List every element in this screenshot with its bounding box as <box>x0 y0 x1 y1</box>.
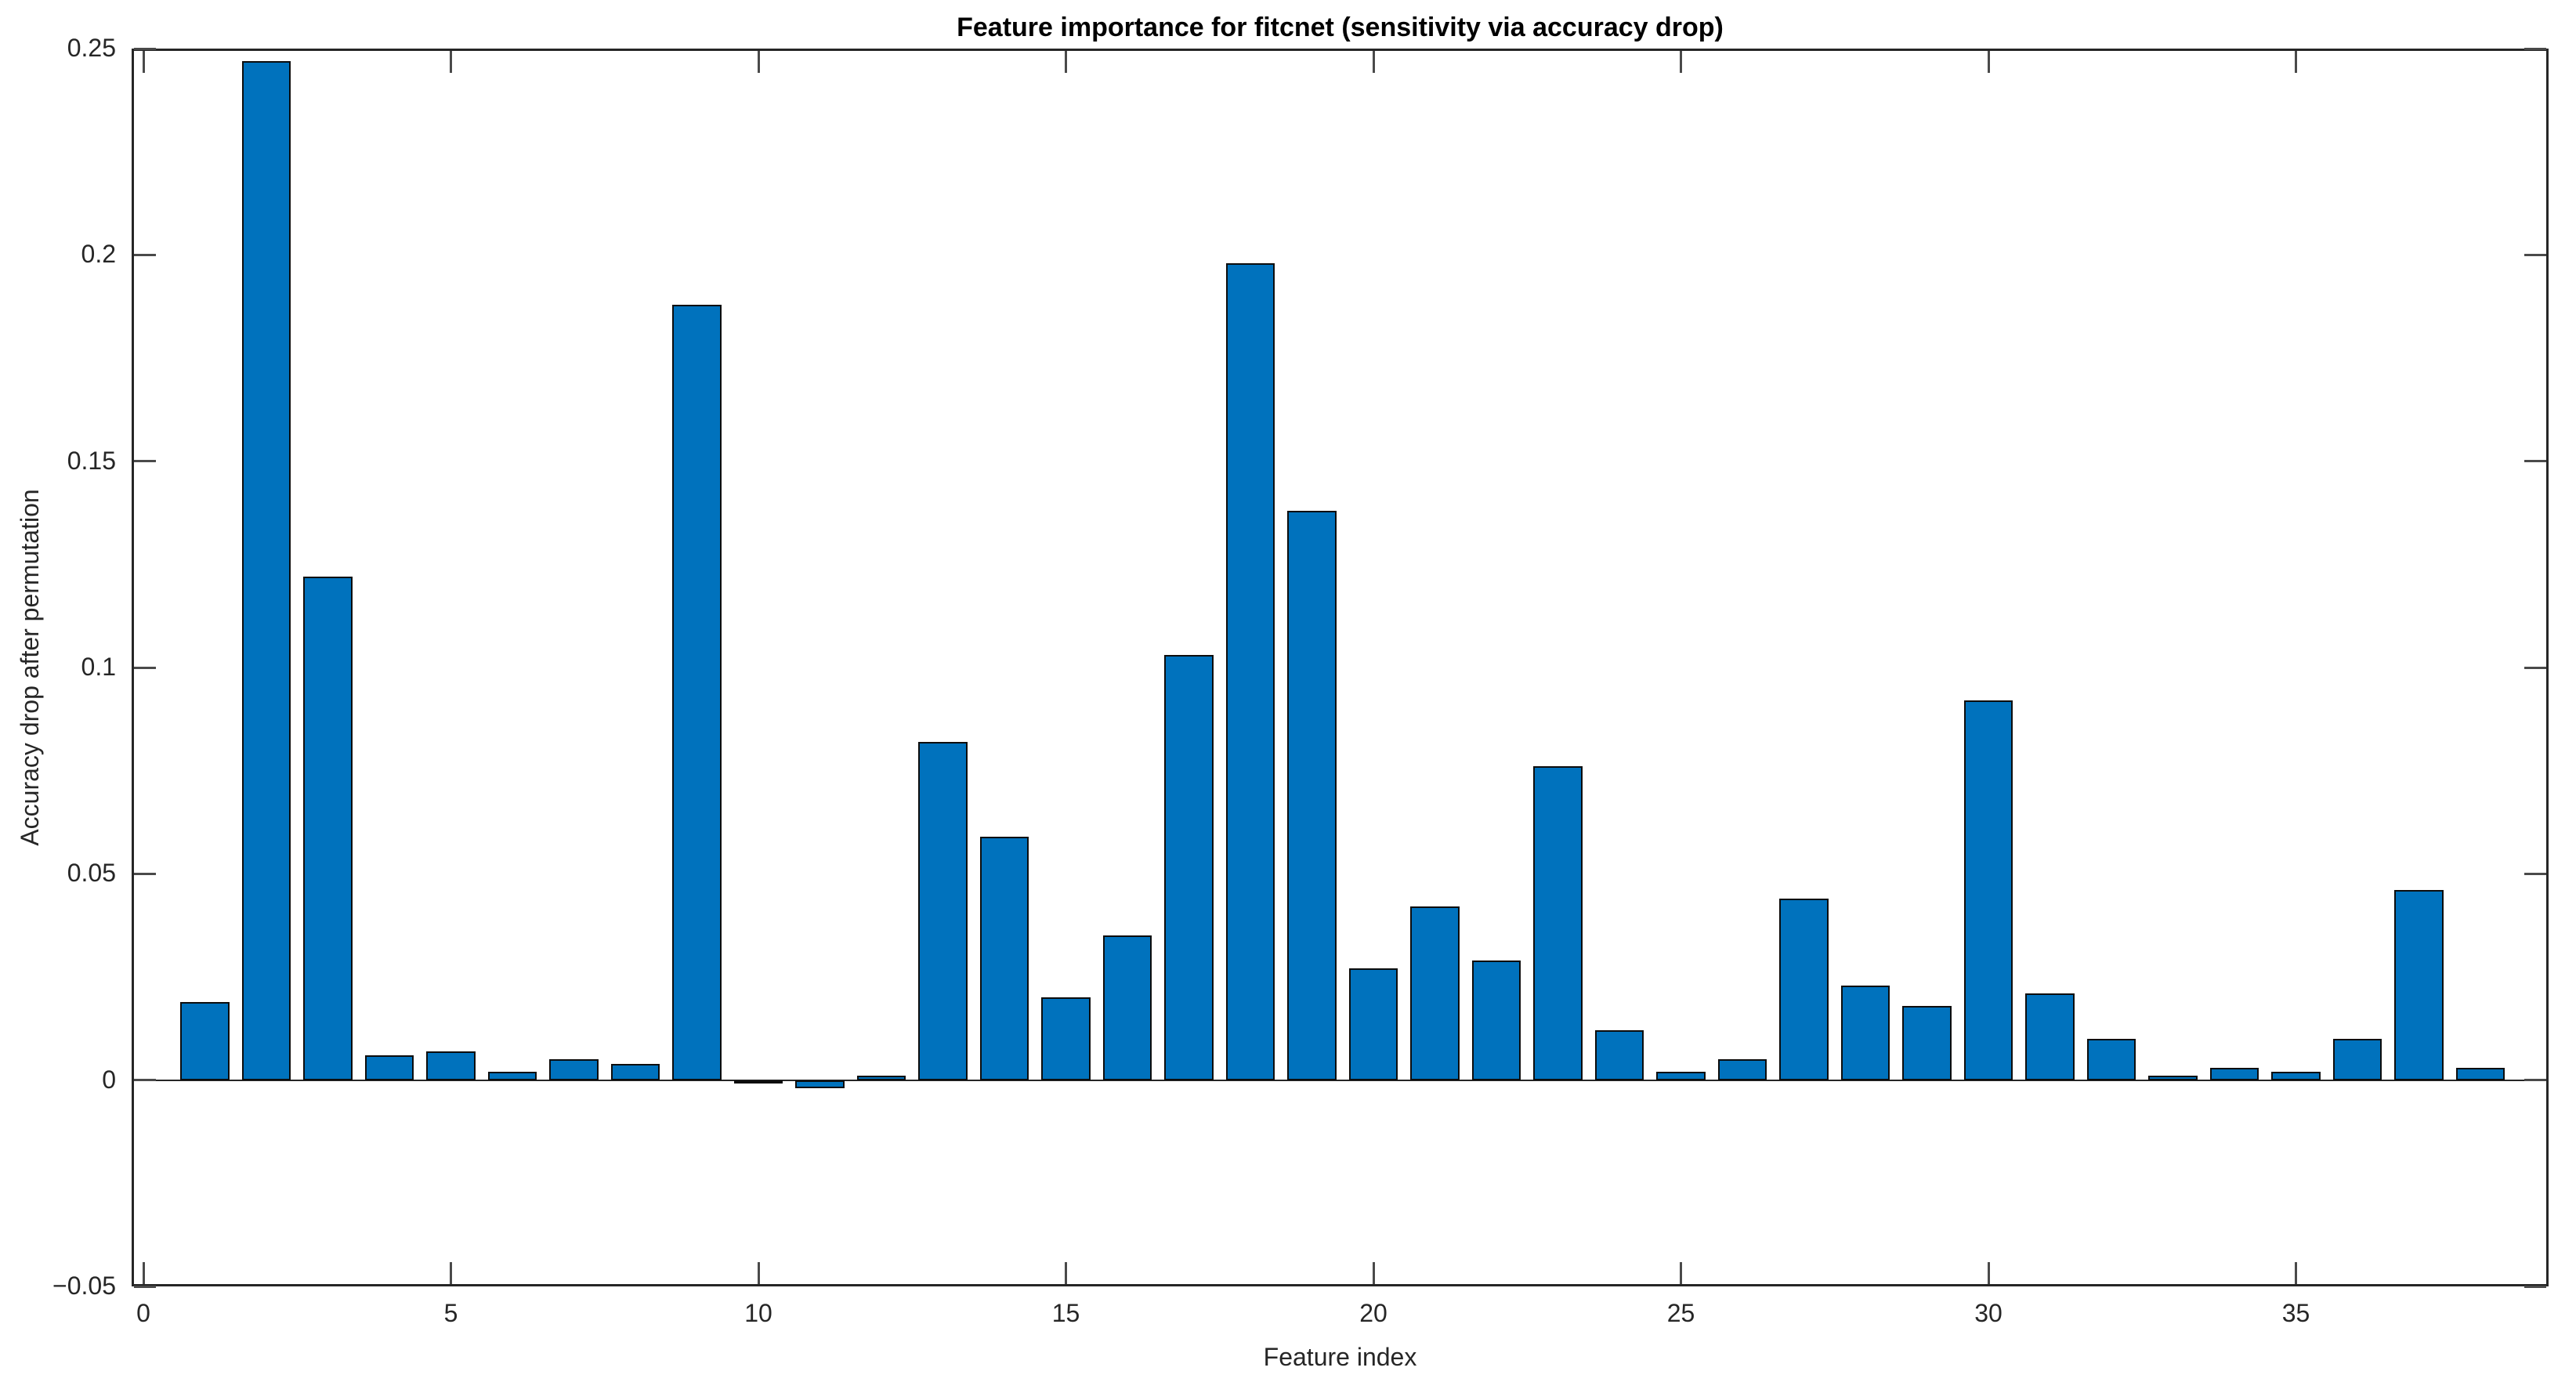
x-tick-label: 5 <box>443 1299 458 1327</box>
x-tick <box>142 1262 145 1284</box>
bar-feature-7 <box>549 1059 599 1080</box>
x-tick-top <box>2295 51 2297 73</box>
bar-feature-34 <box>2209 1067 2259 1080</box>
x-tick <box>450 1262 452 1284</box>
bar-feature-10 <box>733 1080 783 1084</box>
bar-feature-9 <box>672 304 722 1080</box>
bar-feature-35 <box>2271 1072 2321 1080</box>
x-tick-top <box>1680 51 1682 73</box>
bar-feature-37 <box>2394 890 2444 1080</box>
bar-feature-16 <box>1102 935 1152 1080</box>
bar-feature-26 <box>1717 1059 1767 1080</box>
y-tick <box>134 1285 156 1288</box>
x-tick-top <box>1065 51 1067 73</box>
x-tick-top <box>757 51 760 73</box>
x-tick-label: 0 <box>136 1299 150 1327</box>
x-tick-label: 20 <box>1359 1299 1387 1327</box>
bar-feature-6 <box>487 1072 537 1080</box>
y-tick <box>134 253 156 256</box>
bar-feature-3 <box>303 577 353 1080</box>
y-tick <box>134 460 156 463</box>
bar-feature-8 <box>610 1063 660 1080</box>
bar-feature-31 <box>2025 993 2075 1080</box>
y-tick-label: 0.15 <box>67 446 116 475</box>
y-tick-label: 0.05 <box>67 859 116 888</box>
bar-feature-4 <box>364 1055 414 1080</box>
y-tick-label: −0.05 <box>52 1272 116 1300</box>
x-tick <box>1987 1262 1990 1284</box>
bar-feature-21 <box>1410 906 1460 1080</box>
bar-feature-23 <box>1533 766 1583 1080</box>
y-tick-right <box>2524 1079 2546 1082</box>
x-tick-label: 25 <box>1666 1299 1695 1327</box>
x-tick-top <box>1372 51 1375 73</box>
x-tick-label: 15 <box>1051 1299 1080 1327</box>
bar-feature-13 <box>918 741 968 1080</box>
zero-baseline <box>132 1079 2549 1081</box>
bar-feature-32 <box>2086 1039 2136 1080</box>
x-tick-top <box>142 51 145 73</box>
bar-feature-25 <box>1656 1072 1706 1080</box>
x-axis-label: Feature index <box>1263 1343 1417 1371</box>
bar-feature-17 <box>1164 655 1214 1080</box>
x-tick-label: 30 <box>1974 1299 2003 1327</box>
plot-area <box>132 49 2549 1286</box>
x-tick <box>1372 1262 1375 1284</box>
bar-feature-38 <box>2455 1067 2505 1080</box>
y-tick-right <box>2524 47 2546 50</box>
bar-feature-36 <box>2332 1039 2382 1080</box>
bar-feature-1 <box>180 1001 230 1080</box>
y-tick-right <box>2524 460 2546 463</box>
bar-feature-22 <box>1471 960 1521 1080</box>
x-tick-label: 35 <box>2281 1299 2310 1327</box>
chart-title: Feature importance for fitcnet (sensitiv… <box>957 13 1724 42</box>
bar-feature-20 <box>1348 968 1398 1080</box>
bar-feature-24 <box>1594 1030 1644 1080</box>
y-tick <box>134 47 156 50</box>
bar-feature-15 <box>1041 997 1091 1080</box>
bar-feature-18 <box>1225 262 1275 1080</box>
bar-feature-29 <box>1902 1005 1952 1080</box>
x-tick-top <box>1987 51 1990 73</box>
bar-feature-12 <box>856 1076 906 1080</box>
x-tick <box>1680 1262 1682 1284</box>
x-tick <box>2295 1262 2297 1284</box>
y-tick-right <box>2524 872 2546 875</box>
bar-feature-2 <box>241 60 291 1080</box>
y-tick <box>134 872 156 875</box>
x-tick <box>757 1262 760 1284</box>
bar-feature-30 <box>1963 700 2013 1080</box>
x-tick-top <box>450 51 452 73</box>
bar-feature-33 <box>2148 1076 2198 1080</box>
y-tick-right <box>2524 1285 2546 1288</box>
y-tick-label: 0.2 <box>81 240 116 269</box>
y-tick-label: 0 <box>102 1065 116 1094</box>
bar-feature-28 <box>1840 985 1890 1080</box>
bar-feature-27 <box>1779 898 1829 1080</box>
y-tick <box>134 1079 156 1082</box>
y-tick-label: 0.1 <box>81 653 116 681</box>
y-tick-right <box>2524 666 2546 669</box>
x-tick-label: 10 <box>744 1299 772 1327</box>
y-tick-label: 0.25 <box>67 34 116 62</box>
bar-feature-5 <box>426 1051 476 1080</box>
bar-feature-11 <box>795 1080 845 1089</box>
x-tick <box>1065 1262 1067 1284</box>
y-tick <box>134 666 156 669</box>
y-tick-right <box>2524 253 2546 256</box>
bar-feature-19 <box>1287 510 1337 1080</box>
bar-feature-14 <box>979 836 1029 1080</box>
